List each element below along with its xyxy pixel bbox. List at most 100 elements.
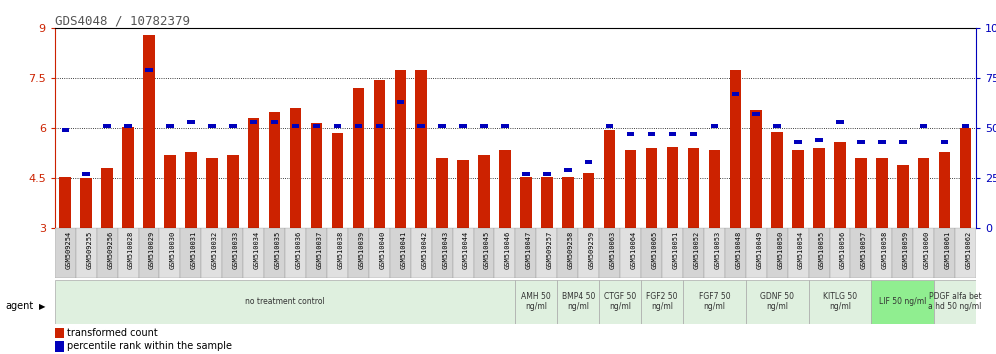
Bar — [621, 228, 641, 278]
Text: GSM510041: GSM510041 — [400, 231, 406, 269]
Bar — [666, 147, 678, 228]
Bar — [55, 280, 516, 324]
Bar — [814, 148, 825, 228]
Text: LIF 50 ng/ml: LIF 50 ng/ml — [879, 297, 926, 306]
Bar — [313, 124, 321, 129]
Bar — [311, 123, 323, 228]
Bar — [708, 150, 720, 228]
Text: GSM510031: GSM510031 — [191, 231, 197, 269]
Text: GSM510042: GSM510042 — [421, 231, 427, 269]
Text: GSM510032: GSM510032 — [212, 231, 218, 269]
Bar — [683, 280, 746, 324]
Text: GSM510035: GSM510035 — [275, 231, 281, 269]
Bar — [668, 132, 676, 136]
Bar — [452, 228, 473, 278]
Text: AMH 50
ng/ml: AMH 50 ng/ml — [522, 292, 551, 312]
Text: GSM510055: GSM510055 — [819, 231, 825, 269]
Bar — [417, 124, 425, 129]
Bar — [499, 150, 511, 228]
Bar — [624, 150, 636, 228]
Text: GSM509255: GSM509255 — [87, 231, 93, 269]
Bar — [683, 228, 704, 278]
Bar — [431, 228, 452, 278]
Text: GSM510028: GSM510028 — [128, 231, 134, 269]
Bar — [541, 177, 553, 228]
Text: GSM510043: GSM510043 — [442, 231, 448, 269]
Bar — [138, 228, 159, 278]
Text: GSM510049: GSM510049 — [756, 231, 762, 269]
Bar — [913, 228, 934, 278]
Bar — [102, 169, 113, 228]
Bar — [795, 140, 802, 144]
Bar — [187, 120, 194, 124]
Bar — [143, 35, 154, 228]
Bar — [962, 124, 969, 129]
Text: GSM510046: GSM510046 — [505, 231, 511, 269]
Bar — [753, 112, 760, 116]
Bar — [118, 228, 138, 278]
Text: GSM510048: GSM510048 — [735, 231, 741, 269]
Text: GSM510038: GSM510038 — [338, 231, 344, 269]
Bar — [876, 158, 887, 228]
Bar — [159, 228, 180, 278]
Bar — [687, 148, 699, 228]
Bar — [835, 142, 846, 228]
Bar — [830, 228, 851, 278]
Bar — [459, 124, 467, 129]
Bar — [164, 155, 175, 228]
Text: GDS4048 / 10782379: GDS4048 / 10782379 — [55, 14, 190, 27]
Bar — [264, 228, 285, 278]
Text: GSM509259: GSM509259 — [589, 231, 595, 269]
Bar — [837, 120, 844, 124]
Bar — [939, 152, 950, 228]
Bar — [750, 110, 762, 228]
Bar — [410, 228, 431, 278]
Bar — [285, 228, 306, 278]
Bar — [124, 124, 131, 129]
Bar — [851, 228, 872, 278]
Bar — [55, 328, 64, 338]
Bar — [166, 124, 173, 129]
Bar — [645, 148, 657, 228]
Bar — [892, 228, 913, 278]
Bar — [501, 124, 509, 129]
Bar — [689, 132, 697, 136]
Bar — [793, 150, 804, 228]
Text: GSM510045: GSM510045 — [484, 231, 490, 269]
Text: GSM509254: GSM509254 — [66, 231, 72, 269]
Bar — [955, 228, 976, 278]
Text: GSM510058: GSM510058 — [881, 231, 887, 269]
Bar — [208, 124, 215, 129]
Bar — [543, 172, 551, 176]
Bar — [306, 228, 327, 278]
Bar — [250, 120, 257, 124]
Bar — [920, 124, 927, 129]
Bar — [960, 129, 971, 228]
Bar — [269, 112, 281, 228]
Text: agent: agent — [5, 301, 33, 311]
Bar — [729, 70, 741, 228]
Bar — [558, 228, 579, 278]
Bar — [327, 228, 348, 278]
Text: GSM509257: GSM509257 — [547, 231, 553, 269]
Bar — [788, 228, 809, 278]
Bar — [809, 228, 830, 278]
Text: GSM510036: GSM510036 — [296, 231, 302, 269]
Bar — [520, 177, 532, 228]
Bar — [746, 280, 809, 324]
Bar — [934, 228, 955, 278]
Bar — [641, 228, 662, 278]
Bar — [123, 127, 133, 228]
Bar — [767, 228, 788, 278]
Bar — [647, 132, 655, 136]
Text: GSM510039: GSM510039 — [359, 231, 365, 269]
Bar — [606, 124, 614, 129]
Bar — [918, 158, 929, 228]
Text: GSM510054: GSM510054 — [798, 231, 804, 269]
Text: GSM510065: GSM510065 — [651, 231, 657, 269]
Text: GSM510050: GSM510050 — [777, 231, 783, 269]
Bar — [97, 228, 118, 278]
Text: FGF2 50
ng/ml: FGF2 50 ng/ml — [646, 292, 677, 312]
Bar — [353, 88, 365, 228]
Bar — [725, 228, 746, 278]
